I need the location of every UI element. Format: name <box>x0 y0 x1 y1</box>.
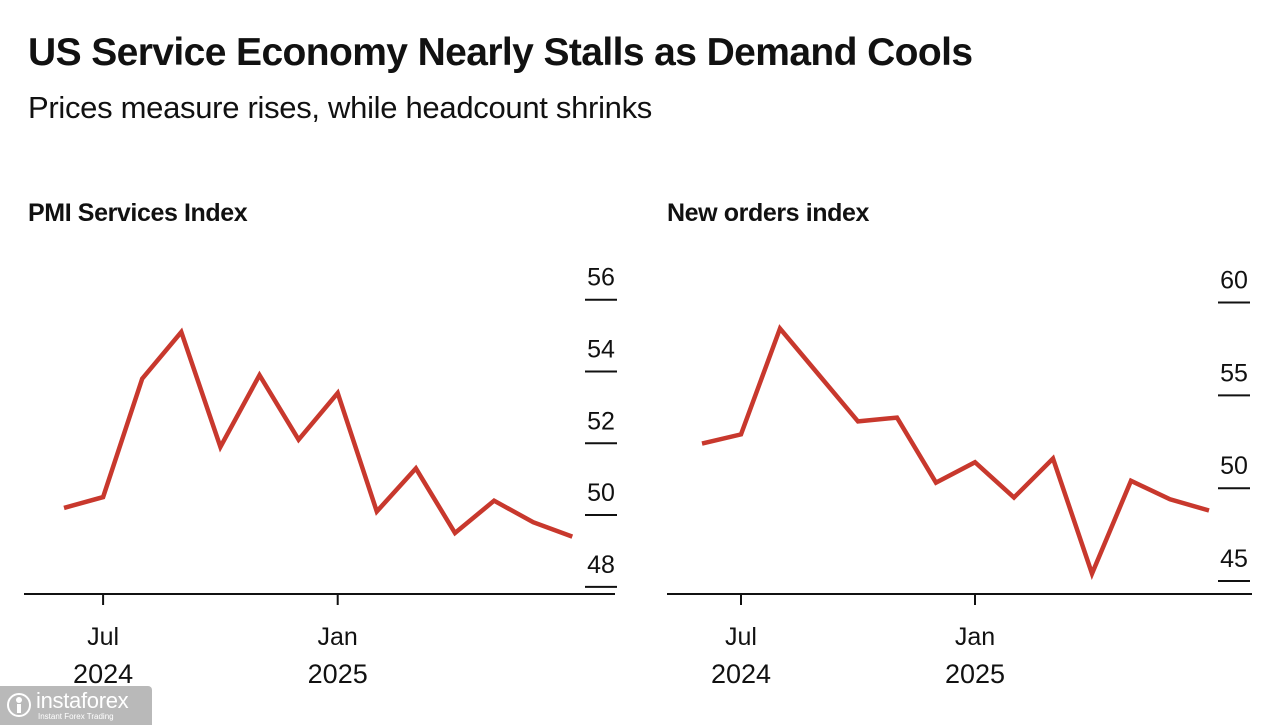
y-tick-label: 48 <box>587 551 615 579</box>
chart-title: US Service Economy Nearly Stalls as Dema… <box>28 31 973 74</box>
y-tick-label: 55 <box>1220 359 1248 387</box>
x-tick-year-label: 2024 <box>711 659 771 689</box>
new-orders-panel-title: New orders index <box>667 199 869 227</box>
chart-subtitle: Prices measure rises, while headcount sh… <box>28 90 652 125</box>
instaforex-logo-icon <box>7 693 31 717</box>
instaforex-watermark: instaforex Instant Forex Trading <box>0 686 152 725</box>
y-tick-label: 45 <box>1220 545 1248 573</box>
new-orders-chart: 45 50 55 60 Jul 2024 Jan 2025 <box>667 267 1252 689</box>
y-tick-label: 56 <box>587 264 615 292</box>
x-tick-year-label: 2025 <box>308 659 368 689</box>
watermark-name: instaforex <box>36 688 129 713</box>
pmi-services-chart: 48 50 52 54 56 Jul 2024 Jan 2025 <box>24 264 617 689</box>
x-tick-year-label: 2025 <box>945 659 1005 689</box>
series-line <box>701 324 1210 580</box>
x-tick-year-label: 2024 <box>73 659 133 689</box>
x-tick-label: Jan <box>955 623 995 651</box>
y-tick-label: 50 <box>1220 452 1248 480</box>
watermark-tagline: Instant Forex Trading <box>38 712 114 721</box>
x-tick-label: Jan <box>318 623 358 651</box>
pmi-panel-title: PMI Services Index <box>28 199 248 227</box>
x-tick-label: Jul <box>725 623 757 651</box>
y-tick-label: 52 <box>587 407 615 435</box>
x-tick-label: Jul <box>87 623 119 651</box>
y-tick-label: 60 <box>1220 267 1248 295</box>
y-tick-label: 54 <box>587 335 615 363</box>
series-line <box>63 327 574 539</box>
y-tick-label: 50 <box>587 479 615 507</box>
